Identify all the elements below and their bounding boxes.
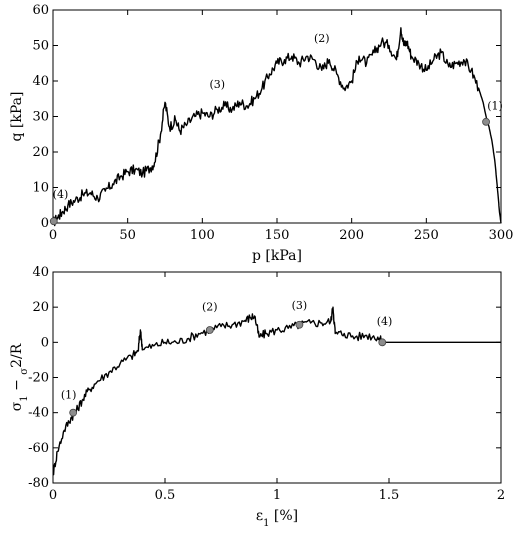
x-tick-label: 50 — [119, 228, 136, 243]
y-tick-label: -40 — [28, 406, 49, 421]
y-axis-label: q [kPa] — [9, 92, 25, 142]
annotation-label: (4) — [377, 315, 393, 328]
x-tick-label: 0 — [49, 228, 57, 243]
plot-2: 0 0.5 1 1.5 2 -80 -60 -40 -20 0 20 40 ε1 [%] σ1 − σ2/… — [9, 265, 505, 529]
y-tick-label: -20 — [28, 371, 49, 386]
y-tick-label: 50 — [32, 39, 49, 54]
y-tick-label: -80 — [28, 476, 49, 491]
y-tick-label: 30 — [32, 110, 49, 125]
plot-frame — [52, 9, 502, 224]
y-tick-label: 60 — [32, 3, 49, 18]
plot-1: 0 50 100 150 200 250 300 0 10 20 30 40 50 60 p [kPa] q … — [9, 3, 513, 264]
x-tick-label: 1.5 — [379, 488, 400, 503]
annotation-label: (3) — [209, 78, 225, 91]
x-tick-label: 0 — [49, 488, 57, 503]
y-tick-label: 40 — [32, 74, 49, 89]
y-tick-label: 0 — [41, 335, 49, 350]
y-tick-label: 10 — [32, 181, 49, 196]
series-line — [52, 306, 501, 476]
marker-point — [482, 117, 490, 126]
x-tick-label: 100 — [190, 228, 215, 243]
x-tick-label: 1 — [273, 488, 281, 503]
x-axis-label: p [kPa] — [252, 248, 302, 264]
x-tick-label: 0.5 — [155, 488, 176, 503]
y-tick-label: 40 — [32, 265, 49, 280]
marker-point — [205, 326, 214, 334]
annotation-label: (4) — [53, 188, 69, 201]
marker-point — [69, 408, 78, 417]
y-tick-label: -60 — [28, 441, 49, 456]
marker-point — [295, 320, 304, 329]
x-tick-label: 250 — [414, 228, 439, 243]
plot-frame — [52, 271, 502, 484]
annotation-label: (2) — [202, 301, 218, 314]
annotation-label: (2) — [314, 32, 330, 45]
x-tick-label: 300 — [489, 228, 514, 243]
series-line — [52, 27, 502, 227]
annotation-label: (3) — [292, 299, 308, 312]
x-tick-label: 2 — [497, 488, 505, 503]
y-tick-label: 20 — [32, 145, 49, 160]
x-tick-label: 200 — [339, 228, 364, 243]
annotation-label: (1) — [61, 389, 77, 402]
x-axis-label: ε1 [%] — [256, 508, 298, 529]
marker-point — [49, 217, 58, 226]
annotation-label: (1) — [487, 99, 503, 112]
y-tick-label: 20 — [32, 300, 49, 315]
marker-point — [378, 338, 387, 347]
y-tick-label: 0 — [41, 216, 49, 231]
x-tick-label: 150 — [265, 228, 290, 243]
y-axis-label: σ1 − σ2/R — [9, 343, 30, 411]
